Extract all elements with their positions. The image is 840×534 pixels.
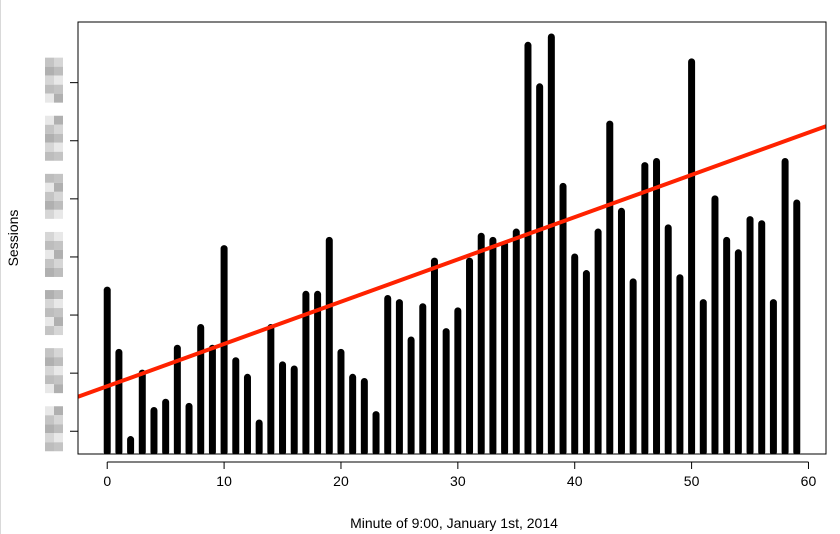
obscured-tick-label-pixel xyxy=(45,317,54,327)
plot-frame xyxy=(77,21,827,455)
obscured-tick-label-pixel xyxy=(45,124,54,134)
obscured-tick-label-pixel xyxy=(54,191,63,201)
obscured-tick-label-pixel xyxy=(54,249,63,259)
x-tick-label: 40 xyxy=(567,473,583,489)
left-edge-rule xyxy=(0,0,1,534)
obscured-tick-label-pixel xyxy=(54,424,63,434)
obscured-tick-label-pixel xyxy=(45,133,54,143)
obscured-tick-label-pixel xyxy=(54,200,63,210)
y-tick-labels-obscured xyxy=(45,57,63,452)
obscured-tick-label-pixel xyxy=(54,209,63,219)
obscured-tick-label-pixel xyxy=(45,348,54,358)
obscured-tick-label-pixel xyxy=(45,75,54,85)
obscured-tick-label-pixel xyxy=(54,299,63,309)
obscured-tick-label-pixel xyxy=(45,375,54,385)
obscured-tick-label-pixel xyxy=(54,57,63,67)
obscured-tick-label-pixel xyxy=(54,366,63,376)
obscured-tick-label-pixel xyxy=(54,231,63,241)
obscured-tick-label-pixel xyxy=(45,57,54,67)
obscured-tick-label-pixel xyxy=(45,299,54,309)
obscured-tick-label-pixel xyxy=(45,240,54,250)
obscured-tick-label-pixel xyxy=(54,415,63,425)
obscured-tick-label-pixel xyxy=(45,406,54,416)
x-tick-label: 60 xyxy=(801,473,817,489)
obscured-tick-label-pixel xyxy=(54,66,63,76)
obscured-tick-label-pixel xyxy=(54,433,63,443)
obscured-tick-label-pixel xyxy=(54,357,63,367)
obscured-tick-label-pixel xyxy=(54,115,63,125)
obscured-tick-label-pixel xyxy=(45,66,54,76)
obscured-tick-label-pixel xyxy=(45,267,54,277)
obscured-tick-label-pixel xyxy=(45,84,54,94)
obscured-tick-label-pixel xyxy=(45,151,54,161)
obscured-tick-label-pixel xyxy=(54,442,63,452)
obscured-tick-label-pixel xyxy=(45,357,54,367)
obscured-tick-label-pixel xyxy=(54,258,63,268)
obscured-tick-label-pixel xyxy=(45,200,54,210)
obscured-tick-label-pixel xyxy=(54,124,63,134)
obscured-tick-label-pixel xyxy=(54,406,63,416)
obscured-tick-label-pixel xyxy=(54,151,63,161)
x-tick-label: 20 xyxy=(333,473,349,489)
obscured-tick-label-pixel xyxy=(45,231,54,241)
obscured-tick-label-pixel xyxy=(45,258,54,268)
bars xyxy=(103,33,801,454)
obscured-tick-label-pixel xyxy=(45,93,54,103)
x-axis-title: Minute of 9:00, January 1st, 2014 xyxy=(350,515,558,531)
obscured-tick-label-pixel xyxy=(54,267,63,277)
obscured-tick-label-pixel xyxy=(54,173,63,183)
x-tick-label: 0 xyxy=(103,473,111,489)
x-tick-label: 10 xyxy=(216,473,232,489)
obscured-tick-label-pixel xyxy=(54,384,63,394)
obscured-tick-label-pixel xyxy=(45,442,54,452)
obscured-tick-label-pixel xyxy=(54,326,63,336)
obscured-tick-label-pixel xyxy=(45,191,54,201)
trend-line xyxy=(78,124,826,399)
obscured-tick-label-pixel xyxy=(54,290,63,300)
obscured-tick-label-pixel xyxy=(54,93,63,103)
obscured-tick-label-pixel xyxy=(54,240,63,250)
obscured-tick-label-pixel xyxy=(45,249,54,259)
obscured-tick-label-pixel xyxy=(54,317,63,327)
obscured-tick-label-pixel xyxy=(45,209,54,219)
obscured-tick-label-pixel xyxy=(54,182,63,192)
obscured-tick-label-pixel xyxy=(45,115,54,125)
obscured-tick-label-pixel xyxy=(45,415,54,425)
obscured-tick-label-pixel xyxy=(45,290,54,300)
x-axis: 0 10 20 30 40 50 60 xyxy=(103,461,817,489)
obscured-tick-label-pixel xyxy=(45,366,54,376)
obscured-tick-label-pixel xyxy=(54,375,63,385)
obscured-tick-label-pixel xyxy=(45,173,54,183)
obscured-tick-label-pixel xyxy=(45,424,54,434)
x-tick-label: 30 xyxy=(450,473,466,489)
x-tick-label: 50 xyxy=(684,473,700,489)
obscured-tick-label-pixel xyxy=(54,75,63,85)
obscured-tick-label-pixel xyxy=(54,308,63,318)
obscured-tick-label-pixel xyxy=(45,326,54,336)
y-axis-ticks xyxy=(70,82,78,432)
obscured-tick-label-pixel xyxy=(45,308,54,318)
obscured-tick-label-pixel xyxy=(45,182,54,192)
obscured-tick-label-pixel xyxy=(45,384,54,394)
obscured-tick-label-pixel xyxy=(54,133,63,143)
y-axis-title: Sessions xyxy=(5,210,21,267)
obscured-tick-label-pixel xyxy=(54,84,63,94)
obscured-tick-label-pixel xyxy=(45,142,54,152)
obscured-tick-label-pixel xyxy=(45,433,54,443)
obscured-tick-label-pixel xyxy=(54,348,63,358)
obscured-tick-label-pixel xyxy=(54,142,63,152)
trend-line-group xyxy=(78,124,826,399)
